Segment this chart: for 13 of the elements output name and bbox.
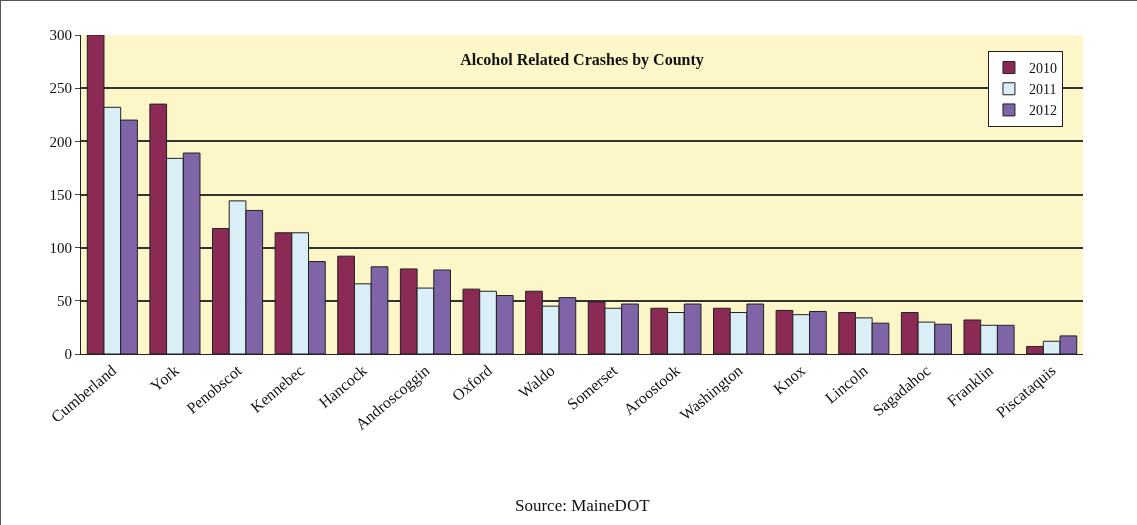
text: Alcohol Related Crashes by County [460,50,704,69]
x-tick-label: York [147,361,183,395]
y-tick-label: 300 [49,27,72,44]
legend-label: 2011 [1028,82,1057,98]
y-tick-label: 200 [49,133,72,150]
y-tick-label: 0 [64,346,72,363]
legend-label: 2010 [1028,61,1057,77]
y-tick-label: 150 [49,186,72,203]
y-tick-label: 250 [49,80,72,97]
source-note: Source: MaineDOT [515,496,651,515]
y-tick-label: 50 [57,293,72,310]
legend-label: 2012 [1028,103,1057,119]
y-tick-label: 100 [49,239,72,256]
